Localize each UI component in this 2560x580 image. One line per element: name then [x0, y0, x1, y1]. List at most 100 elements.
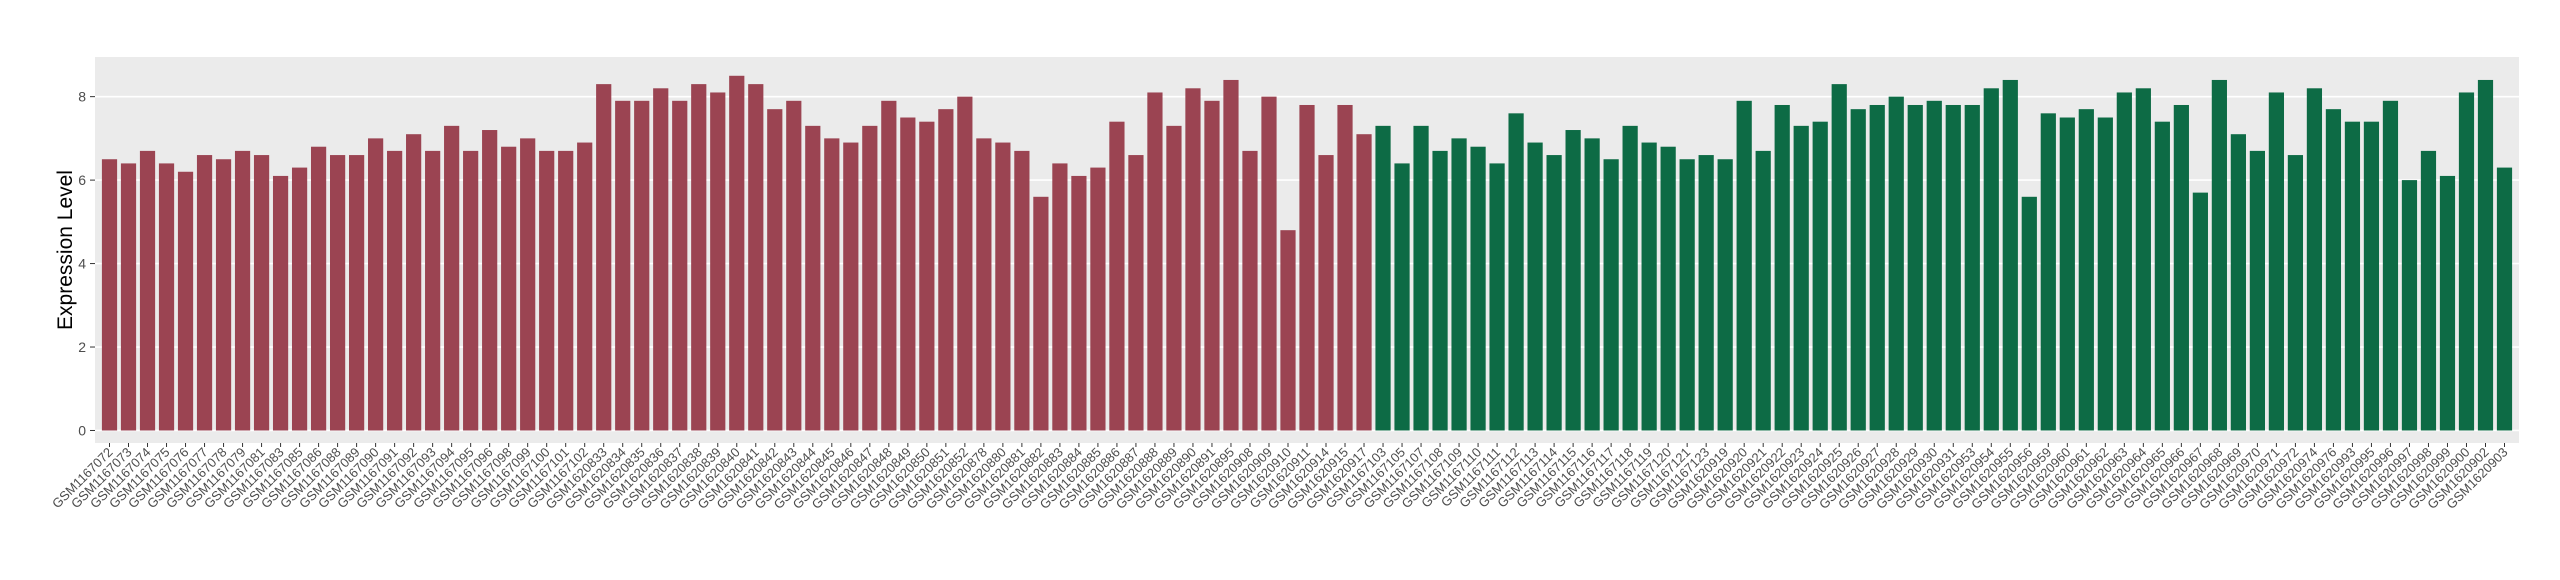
bar — [1641, 142, 1657, 431]
bar — [1546, 155, 1562, 431]
bar — [1052, 163, 1068, 431]
bar — [824, 138, 840, 431]
bar — [2420, 150, 2437, 431]
bar — [139, 150, 156, 431]
bar — [1983, 88, 1999, 431]
bar — [862, 125, 878, 431]
bar — [919, 121, 935, 431]
bar — [1470, 146, 1486, 431]
bar — [310, 146, 327, 431]
bar — [1755, 150, 1771, 431]
bar — [653, 88, 669, 431]
bar — [1166, 125, 1182, 431]
bar — [1033, 196, 1049, 431]
bar — [1660, 146, 1676, 431]
bar — [2439, 175, 2456, 431]
bar — [387, 150, 403, 431]
bar — [2059, 117, 2075, 431]
bar — [1261, 96, 1277, 431]
bar — [2192, 192, 2208, 431]
bar — [215, 159, 232, 431]
bar — [1299, 104, 1315, 431]
y-tick-label: 8 — [78, 89, 86, 105]
bar — [2496, 167, 2513, 431]
bar — [615, 100, 631, 431]
bar — [1584, 138, 1600, 431]
bar — [2002, 79, 2018, 431]
bar — [1508, 113, 1524, 431]
bar — [2211, 79, 2227, 431]
bar — [900, 117, 916, 431]
bar — [2040, 113, 2056, 431]
bar — [2382, 100, 2399, 431]
bar — [120, 163, 137, 431]
bar — [1679, 159, 1695, 431]
bar — [2458, 92, 2475, 431]
bar — [995, 142, 1011, 431]
bar — [710, 92, 726, 431]
bar — [425, 150, 441, 431]
bar — [329, 155, 346, 431]
bar — [596, 84, 612, 431]
bar — [1812, 121, 1828, 431]
bar — [672, 100, 688, 431]
bar — [2173, 104, 2189, 431]
bar — [2135, 88, 2151, 431]
bar — [1090, 167, 1106, 431]
bar — [1603, 159, 1619, 431]
bar — [2401, 180, 2418, 431]
bar — [196, 155, 213, 431]
bar — [177, 171, 194, 431]
bar — [1888, 96, 1904, 431]
bar — [1926, 100, 1942, 431]
bar — [1128, 155, 1144, 431]
bar — [957, 96, 973, 431]
bar — [1717, 159, 1733, 431]
bar — [1071, 175, 1087, 431]
bar — [1242, 150, 1258, 431]
y-axis-label: Expression Level — [54, 170, 77, 330]
bar — [1223, 79, 1239, 431]
bar — [1147, 92, 1163, 431]
bar — [349, 155, 365, 431]
bar — [463, 150, 479, 431]
bar — [1698, 155, 1714, 431]
bar — [1907, 104, 1923, 431]
bar — [1489, 163, 1505, 431]
y-tick-label: 6 — [78, 172, 86, 188]
bar — [2154, 121, 2170, 431]
bar — [938, 109, 954, 431]
bar — [1375, 125, 1391, 431]
bar — [1945, 104, 1961, 431]
bar — [2477, 79, 2494, 431]
bar — [1109, 121, 1125, 431]
bar — [1736, 100, 1752, 431]
bar — [2078, 109, 2094, 431]
bar — [1850, 109, 1866, 431]
bar — [748, 84, 764, 431]
bar — [368, 138, 384, 431]
bar — [577, 142, 593, 431]
bar — [1432, 150, 1448, 431]
y-tick-label: 2 — [78, 339, 86, 355]
bar — [2249, 150, 2265, 431]
bar — [2363, 121, 2380, 431]
bar — [272, 175, 289, 431]
bar — [843, 142, 859, 431]
bar — [1014, 150, 1030, 431]
bar — [1394, 163, 1410, 431]
bar — [1413, 125, 1429, 431]
bar — [1451, 138, 1467, 431]
bar — [2325, 109, 2342, 431]
bar — [2287, 155, 2304, 431]
bar — [2344, 121, 2361, 431]
bar — [881, 100, 897, 431]
bar — [1185, 88, 1201, 431]
bar — [2306, 88, 2323, 431]
bar — [1527, 142, 1543, 431]
bar — [1774, 104, 1790, 431]
bar — [1204, 100, 1220, 431]
y-tick-label: 4 — [78, 256, 86, 272]
bar — [729, 75, 745, 431]
